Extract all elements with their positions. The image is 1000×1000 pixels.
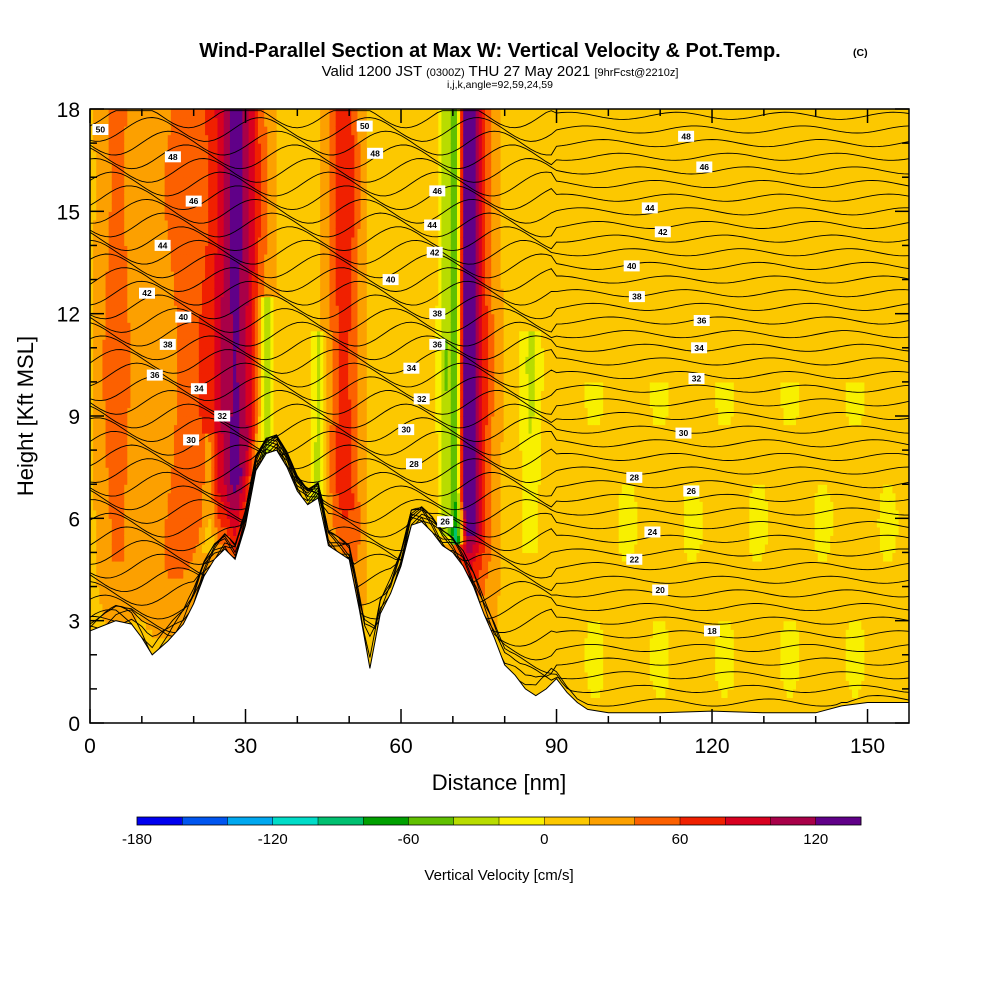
valid-date: THU 27 May 2021 xyxy=(469,63,591,80)
valid-prefix: Valid 1200 JST xyxy=(322,63,422,80)
valid-utc: (0300Z) xyxy=(426,67,465,79)
forecast-info: [9hrFcst@2210z] xyxy=(594,67,678,79)
plot-area: 5048464442403836343230504846444240383634… xyxy=(57,99,912,758)
title-mark: (C) xyxy=(853,47,868,59)
grid-info: i,j,k,angle=92,59,24,59 xyxy=(447,79,553,91)
chart-title: Wind-Parallel Section at Max W: Vertical… xyxy=(199,40,780,62)
